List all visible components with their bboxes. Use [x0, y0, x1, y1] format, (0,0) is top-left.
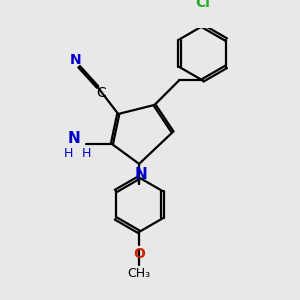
Text: H: H [82, 146, 91, 160]
Text: Cl: Cl [195, 0, 210, 10]
Text: CH₃: CH₃ [128, 267, 151, 280]
Text: O: O [133, 247, 145, 261]
Text: H: H [64, 146, 73, 160]
Text: N: N [68, 131, 80, 146]
Text: N: N [135, 167, 147, 182]
Text: N: N [70, 52, 81, 67]
Text: C: C [96, 86, 106, 100]
